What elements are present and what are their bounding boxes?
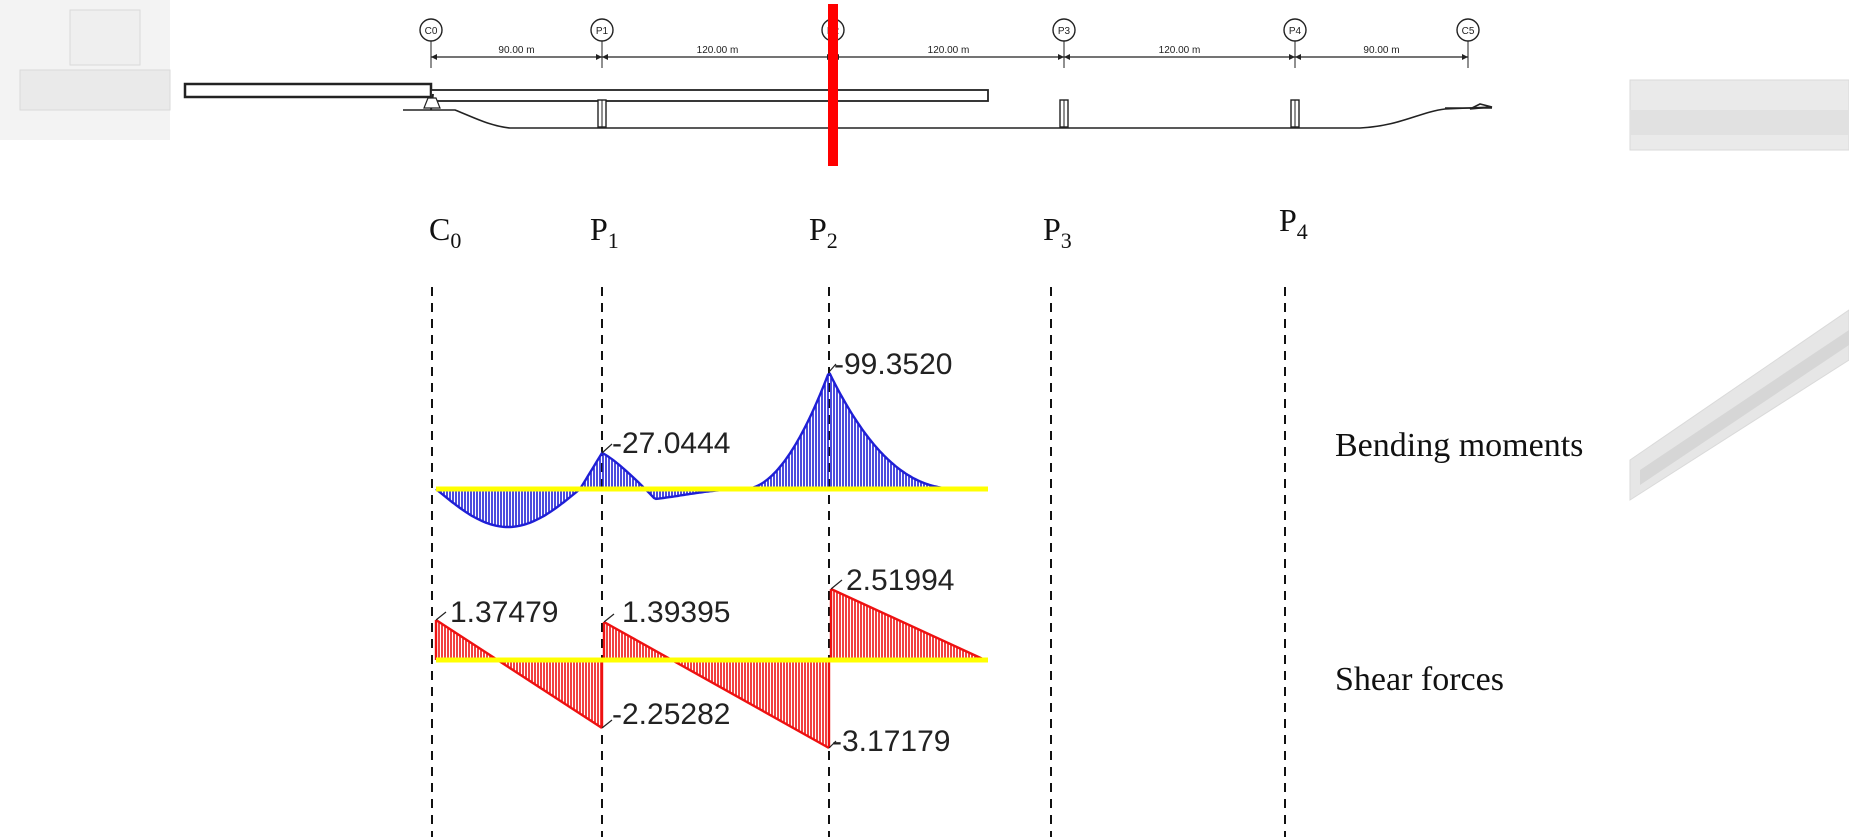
span-length-label: 120.00 m [697, 45, 739, 56]
terrain-line [403, 104, 1492, 128]
sf-segment [831, 589, 985, 660]
support-marker-p4: P4 [1284, 19, 1306, 41]
pier-label-p4: P4 [1279, 202, 1308, 244]
sf-leader [436, 612, 446, 620]
sf-label-p2-left: -3.17179 [832, 725, 950, 758]
support-marker-p1: P1 [591, 19, 613, 41]
sf-label-c0-right: 1.37479 [450, 596, 558, 629]
pier-label-p1: P1 [590, 211, 619, 253]
pier-label-p2: P2 [809, 211, 838, 253]
support-label: C5 [1462, 26, 1475, 37]
sf-label-p1-right: 1.39395 [622, 596, 730, 629]
sf-label-p2-right: 2.51994 [846, 564, 954, 597]
sf-outline [831, 589, 985, 660]
bm-leader [602, 444, 612, 453]
sf-label-p1-left: -2.25282 [612, 698, 730, 731]
support-label: C0 [425, 26, 438, 37]
deck-segment [431, 90, 988, 101]
sf-leader [602, 720, 612, 728]
pier-label-p3: P3 [1043, 211, 1072, 253]
span-length-label: 90.00 m [1363, 45, 1399, 56]
bm-label-p2: -99.3520 [834, 348, 952, 381]
span-length-label: 120.00 m [928, 45, 970, 56]
span-length-label: 120.00 m [1159, 45, 1201, 56]
support-marker-c0: C0 [420, 19, 442, 41]
background-ghost [0, 0, 1849, 500]
support-marker-c5: C5 [1457, 19, 1479, 41]
support-label: P4 [1289, 26, 1302, 37]
bm-label-p1: -27.0444 [612, 427, 730, 460]
pier-labels: C0 P1 P2 P3 P4 [429, 202, 1308, 253]
pier-label-c0: C0 [429, 211, 461, 253]
shear-forces-title: Shear forces [1335, 661, 1504, 698]
sf-leader [604, 614, 614, 622]
sf-segment [436, 620, 602, 728]
launching-deck [185, 84, 431, 97]
support-label: P1 [596, 26, 609, 37]
sf-leader [831, 580, 842, 589]
support-marker-p3: P3 [1053, 19, 1075, 41]
cut-marker [828, 4, 838, 166]
bending-moments-title: Bending moments [1335, 427, 1583, 464]
support-label: P3 [1058, 26, 1071, 37]
span-length-label: 90.00 m [498, 45, 534, 56]
